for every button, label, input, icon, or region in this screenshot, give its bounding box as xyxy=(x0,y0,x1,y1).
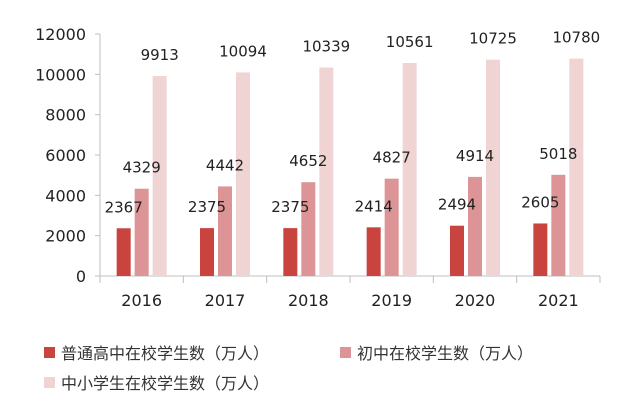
bar-series-1 xyxy=(450,225,464,276)
bar-series-3 xyxy=(152,76,167,276)
bar-series-2 xyxy=(384,178,399,276)
data-label-series-1: 2605 xyxy=(521,193,559,211)
data-label-series-1: 2367 xyxy=(105,198,143,216)
y-tick-label: 2000 xyxy=(45,227,86,246)
legend-label-series-2: 初中在校学生数（万人） xyxy=(357,344,534,363)
legend-item-series-2: 初中在校学生数（万人） xyxy=(340,340,533,364)
y-tick-label: 8000 xyxy=(45,106,86,125)
y-axis: 0 2000 4000 6000 8000 10000 12000 xyxy=(35,25,101,286)
data-label-series-2: 4652 xyxy=(289,152,327,170)
bar-series-3 xyxy=(236,72,250,276)
data-label-series-2: 5018 xyxy=(539,145,577,163)
data-label-series-3: 10339 xyxy=(302,37,350,55)
data-label-series-1: 2414 xyxy=(355,197,393,215)
data-label-series-2: 4329 xyxy=(123,159,161,177)
y-tick-label: 6000 xyxy=(45,146,86,165)
bars xyxy=(116,58,584,277)
data-label-series-2: 4827 xyxy=(373,149,411,167)
x-tick-label: 2018 xyxy=(288,291,329,310)
legend-label-series-1: 普通高中在校学生数（万人） xyxy=(61,344,270,363)
legend-label-series-3: 中小学生在校学生数（万人） xyxy=(61,374,270,393)
y-tick-label: 0 xyxy=(76,267,86,286)
bar-series-1 xyxy=(533,223,548,276)
bar-series-1 xyxy=(200,228,214,276)
bar-series-2 xyxy=(134,188,149,276)
bar-series-2 xyxy=(218,186,232,276)
x-tick-label: 2020 xyxy=(455,291,496,310)
data-label-series-2: 4914 xyxy=(456,147,494,165)
bar-series-3 xyxy=(486,59,500,277)
data-label-series-1: 2375 xyxy=(271,198,309,216)
x-tick-label: 2016 xyxy=(121,291,162,310)
bar-series-3 xyxy=(319,67,334,277)
legend-swatch-series-3 xyxy=(44,376,55,388)
legend-item-series-1: 普通高中在校学生数（万人） xyxy=(44,340,269,364)
data-label-series-1: 2494 xyxy=(438,196,476,214)
data-label-series-3: 10725 xyxy=(469,30,517,48)
data-label-series-2: 4442 xyxy=(206,156,244,174)
data-label-series-3: 9913 xyxy=(141,46,179,64)
bar-series-1 xyxy=(366,227,381,276)
data-label-series-3: 10780 xyxy=(552,29,600,47)
bar-series-2 xyxy=(468,176,482,276)
x-tick-label: 2019 xyxy=(371,291,412,310)
bar-series-3 xyxy=(569,58,584,276)
data-label-series-3: 10094 xyxy=(219,42,267,60)
data-label-series-1: 2375 xyxy=(188,198,226,216)
legend-swatch-series-2 xyxy=(340,346,351,358)
bar-series-2 xyxy=(551,174,566,276)
bar-series-2 xyxy=(301,182,316,276)
x-tick-label: 2017 xyxy=(205,291,246,310)
bar-series-1 xyxy=(116,228,131,276)
x-axis: 2016 2017 2018 2019 2020 2021 xyxy=(99,275,601,310)
data-label-series-3: 10561 xyxy=(386,33,434,51)
bar-series-1 xyxy=(283,228,298,276)
legend-swatch-series-1 xyxy=(44,346,55,358)
bar-series-3 xyxy=(402,63,417,276)
data-labels: 2367 2375 2375 2414 2494 2605 4329 4442 4652 4827… xyxy=(105,29,601,217)
y-tick-label: 12000 xyxy=(35,25,86,44)
y-tick-label: 10000 xyxy=(35,65,86,84)
x-tick-label: 2021 xyxy=(538,291,579,310)
y-tick-label: 4000 xyxy=(45,186,86,205)
legend-item-series-3: 中小学生在校学生数（万人） xyxy=(44,370,269,394)
